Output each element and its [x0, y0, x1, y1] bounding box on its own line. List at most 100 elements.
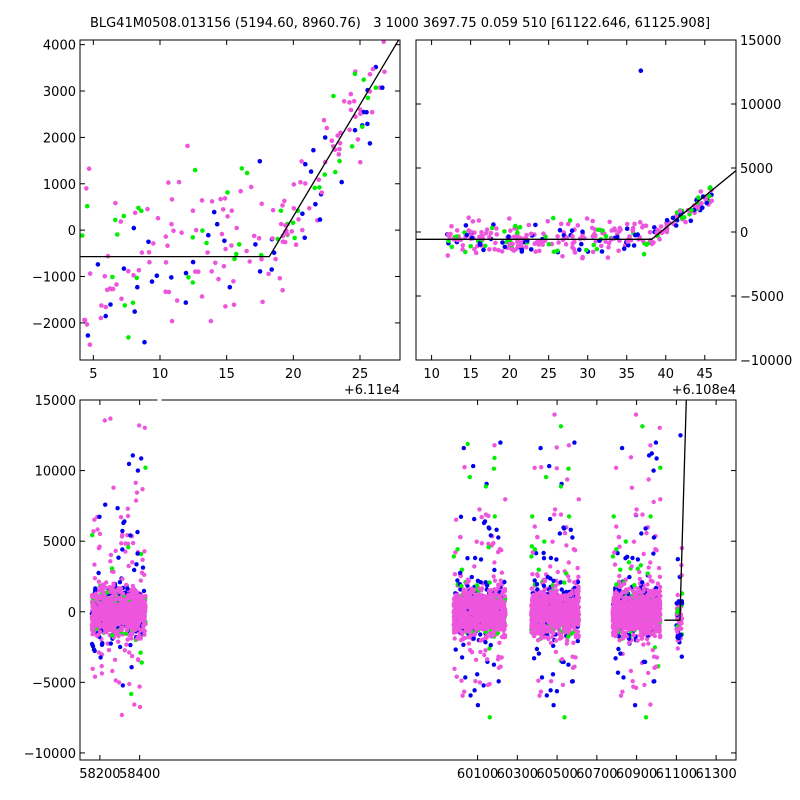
data-point	[209, 269, 214, 274]
data-point	[528, 247, 534, 252]
data-point	[110, 668, 115, 674]
data-point	[140, 565, 146, 570]
data-point	[120, 576, 125, 582]
data-point	[590, 218, 595, 224]
data-point	[580, 229, 585, 234]
data-point	[134, 562, 139, 567]
data-point	[477, 605, 482, 611]
data-point	[257, 269, 263, 274]
data-point	[563, 242, 569, 247]
y-tick-label: 4000	[43, 39, 76, 54]
data-point	[523, 244, 529, 250]
data-point	[493, 592, 499, 597]
data-point	[97, 514, 102, 519]
data-point	[358, 111, 363, 116]
data-point	[476, 623, 481, 628]
data-point	[365, 95, 371, 101]
data-point	[647, 574, 652, 579]
data-point	[637, 576, 642, 582]
data-point	[454, 228, 460, 233]
data-point	[142, 339, 147, 345]
data-point	[573, 632, 579, 637]
data-point	[572, 440, 577, 445]
data-point	[111, 581, 116, 586]
data-point	[134, 490, 140, 495]
data-point	[208, 318, 214, 324]
data-point	[108, 559, 113, 564]
data-point	[593, 239, 598, 244]
data-point	[494, 605, 499, 610]
data-point	[478, 557, 484, 562]
data-point	[575, 638, 580, 644]
data-point	[472, 595, 478, 601]
data-point	[468, 244, 474, 249]
data-point	[142, 617, 147, 623]
data-point	[632, 703, 638, 708]
data-point	[482, 626, 487, 631]
data-point	[566, 466, 571, 471]
data-point	[129, 653, 135, 659]
data-point	[488, 533, 493, 538]
data-point	[128, 533, 133, 538]
data-point	[116, 605, 121, 610]
x-tick-label: 10	[423, 367, 440, 382]
data-point	[626, 560, 632, 565]
data-point	[568, 527, 573, 532]
data-point	[479, 626, 484, 631]
data-point	[629, 485, 635, 490]
data-point	[331, 93, 336, 99]
data-point	[472, 246, 477, 252]
data-point	[487, 681, 492, 687]
x-tick-label: 25	[540, 367, 557, 382]
data-point	[117, 644, 123, 650]
data-point	[621, 675, 626, 680]
data-point	[458, 615, 464, 620]
data-point	[460, 247, 465, 252]
data-point	[474, 539, 479, 544]
data-point	[99, 303, 104, 308]
data-point	[590, 249, 596, 255]
data-point	[317, 185, 322, 190]
data-point	[127, 650, 132, 655]
data-point	[502, 593, 507, 599]
data-point	[596, 227, 601, 233]
data-point	[606, 245, 611, 250]
data-point	[550, 634, 555, 640]
data-point	[476, 218, 482, 223]
data-point	[534, 240, 539, 245]
data-point	[133, 625, 139, 630]
data-point	[282, 198, 287, 204]
data-point	[278, 221, 284, 227]
data-point	[260, 299, 265, 305]
data-point	[139, 208, 144, 214]
data-point	[166, 180, 171, 185]
data-point	[566, 662, 571, 667]
data-point	[495, 657, 501, 662]
data-point	[532, 578, 537, 583]
data-point	[135, 468, 141, 473]
y-tick-label: 5000	[740, 162, 773, 177]
data-point	[84, 203, 90, 209]
data-point	[631, 539, 637, 544]
data-point	[567, 578, 572, 583]
data-point	[651, 499, 656, 505]
data-point	[652, 679, 657, 684]
data-point	[455, 627, 460, 633]
data-point	[116, 639, 121, 644]
data-point	[529, 603, 534, 608]
data-point	[570, 234, 575, 239]
data-point	[130, 591, 136, 597]
data-point	[92, 674, 98, 679]
data-point	[136, 657, 141, 663]
data-point	[484, 583, 490, 588]
data-point	[547, 463, 552, 469]
data-point	[616, 534, 621, 540]
data-point	[116, 612, 122, 618]
data-point	[489, 600, 494, 606]
data-point	[270, 236, 275, 241]
data-point	[125, 506, 130, 511]
data-point	[650, 647, 655, 653]
data-point	[461, 636, 466, 641]
data-point	[487, 247, 492, 252]
data-point	[451, 554, 456, 559]
